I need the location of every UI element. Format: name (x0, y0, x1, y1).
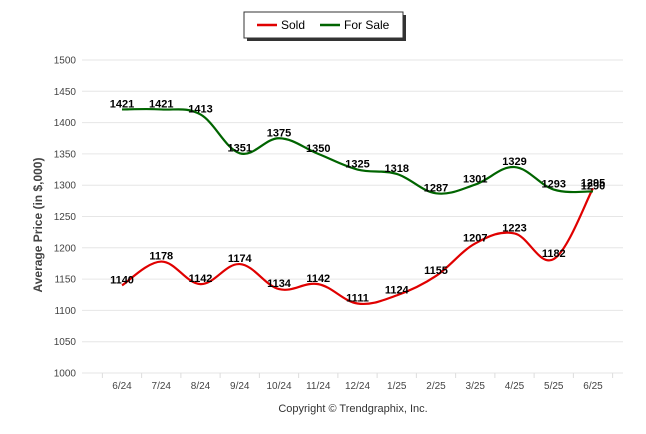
y-tick-label: 1200 (54, 243, 77, 254)
data-label-for-sale: 1318 (385, 163, 409, 175)
legend: Sold For Sale (243, 11, 406, 41)
data-label-for-sale: 1293 (542, 179, 566, 191)
x-tick-label: 5/25 (544, 381, 564, 392)
x-tick-label: 8/24 (191, 381, 211, 392)
data-label-sold: 1124 (385, 284, 410, 296)
data-label-sold: 1142 (189, 273, 213, 285)
legend-label-sold: Sold (281, 18, 305, 32)
data-label-sold: 1111 (346, 293, 369, 305)
data-label-for-sale: 1421 (149, 98, 173, 110)
x-axis-ticks: 6/24 7/24 8/24 9/24 10/24 11/24 12/24 1/25 2/25 3… (112, 381, 603, 392)
data-label-for-sale: 1301 (463, 174, 487, 186)
y-tick-label: 1050 (54, 337, 77, 348)
data-label-for-sale: 1375 (267, 127, 291, 139)
data-label-for-sale: 1290 (581, 180, 605, 192)
x-tick-label: 11/24 (306, 381, 331, 392)
y-tick-label: 1350 (54, 149, 77, 160)
data-label-sold: 1295 (581, 177, 605, 189)
x-tick-label: 3/25 (466, 381, 486, 392)
y-tick-label: 1450 (54, 87, 77, 98)
data-label-sold: 1140 (110, 274, 134, 286)
data-label-for-sale: 1329 (502, 156, 526, 168)
x-tick-label: 10/24 (266, 381, 291, 392)
x-tick-label: 1/25 (387, 381, 407, 392)
y-axis-ticks: 1000 1050 1100 1150 1200 1250 1300 1350 1400 1450… (54, 56, 77, 380)
y-tick-label: 1250 (54, 212, 77, 223)
x-tick-label: 2/25 (426, 381, 446, 392)
x-tick-label: 7/24 (152, 381, 172, 392)
data-label-sold: 1178 (149, 251, 173, 263)
data-label-for-sale: 1413 (188, 103, 212, 115)
legend-label-for-sale: For Sale (344, 18, 390, 32)
y-tick-label: 1500 (54, 56, 77, 67)
y-tick-label: 1400 (54, 118, 77, 129)
series-lines (121, 107, 594, 306)
y-tick-label: 1100 (54, 306, 76, 317)
copyright-footer: Copyright © Trendgraphix, Inc. (278, 403, 427, 415)
data-label-for-sale: 1325 (345, 159, 369, 171)
grid-lines (82, 59, 623, 378)
data-label-sold: 1155 (424, 265, 448, 277)
data-label-sold: 1174 (228, 253, 253, 265)
series-line-for-sale (121, 107, 594, 195)
series-line-sold (121, 187, 594, 306)
data-label-for-sale: 1350 (306, 143, 330, 155)
data-label-sold: 1134 (267, 278, 292, 290)
y-axis-title: Average Price (in $,000) (31, 158, 45, 293)
data-label-sold: 1182 (542, 248, 566, 260)
data-label-sold: 1207 (463, 232, 487, 244)
y-tick-label: 1000 (54, 369, 77, 380)
x-tick-label: 6/24 (112, 381, 132, 392)
data-label-sold: 1142 (306, 273, 330, 285)
y-tick-label: 1300 (54, 181, 77, 192)
data-label-sold: 1223 (502, 222, 526, 234)
x-tick-label: 9/24 (230, 381, 250, 392)
data-labels: 1140 1178 1142 1174 1134 1142 1111 1124 1155 1207… (110, 98, 605, 304)
x-tick-label: 4/25 (505, 381, 525, 392)
y-tick-label: 1150 (54, 275, 76, 286)
x-tick-label: 6/25 (583, 381, 603, 392)
data-label-for-sale: 1351 (228, 142, 252, 154)
x-tick-label: 12/24 (345, 381, 370, 392)
data-label-for-sale: 1287 (424, 182, 448, 194)
data-label-for-sale: 1421 (110, 98, 134, 110)
